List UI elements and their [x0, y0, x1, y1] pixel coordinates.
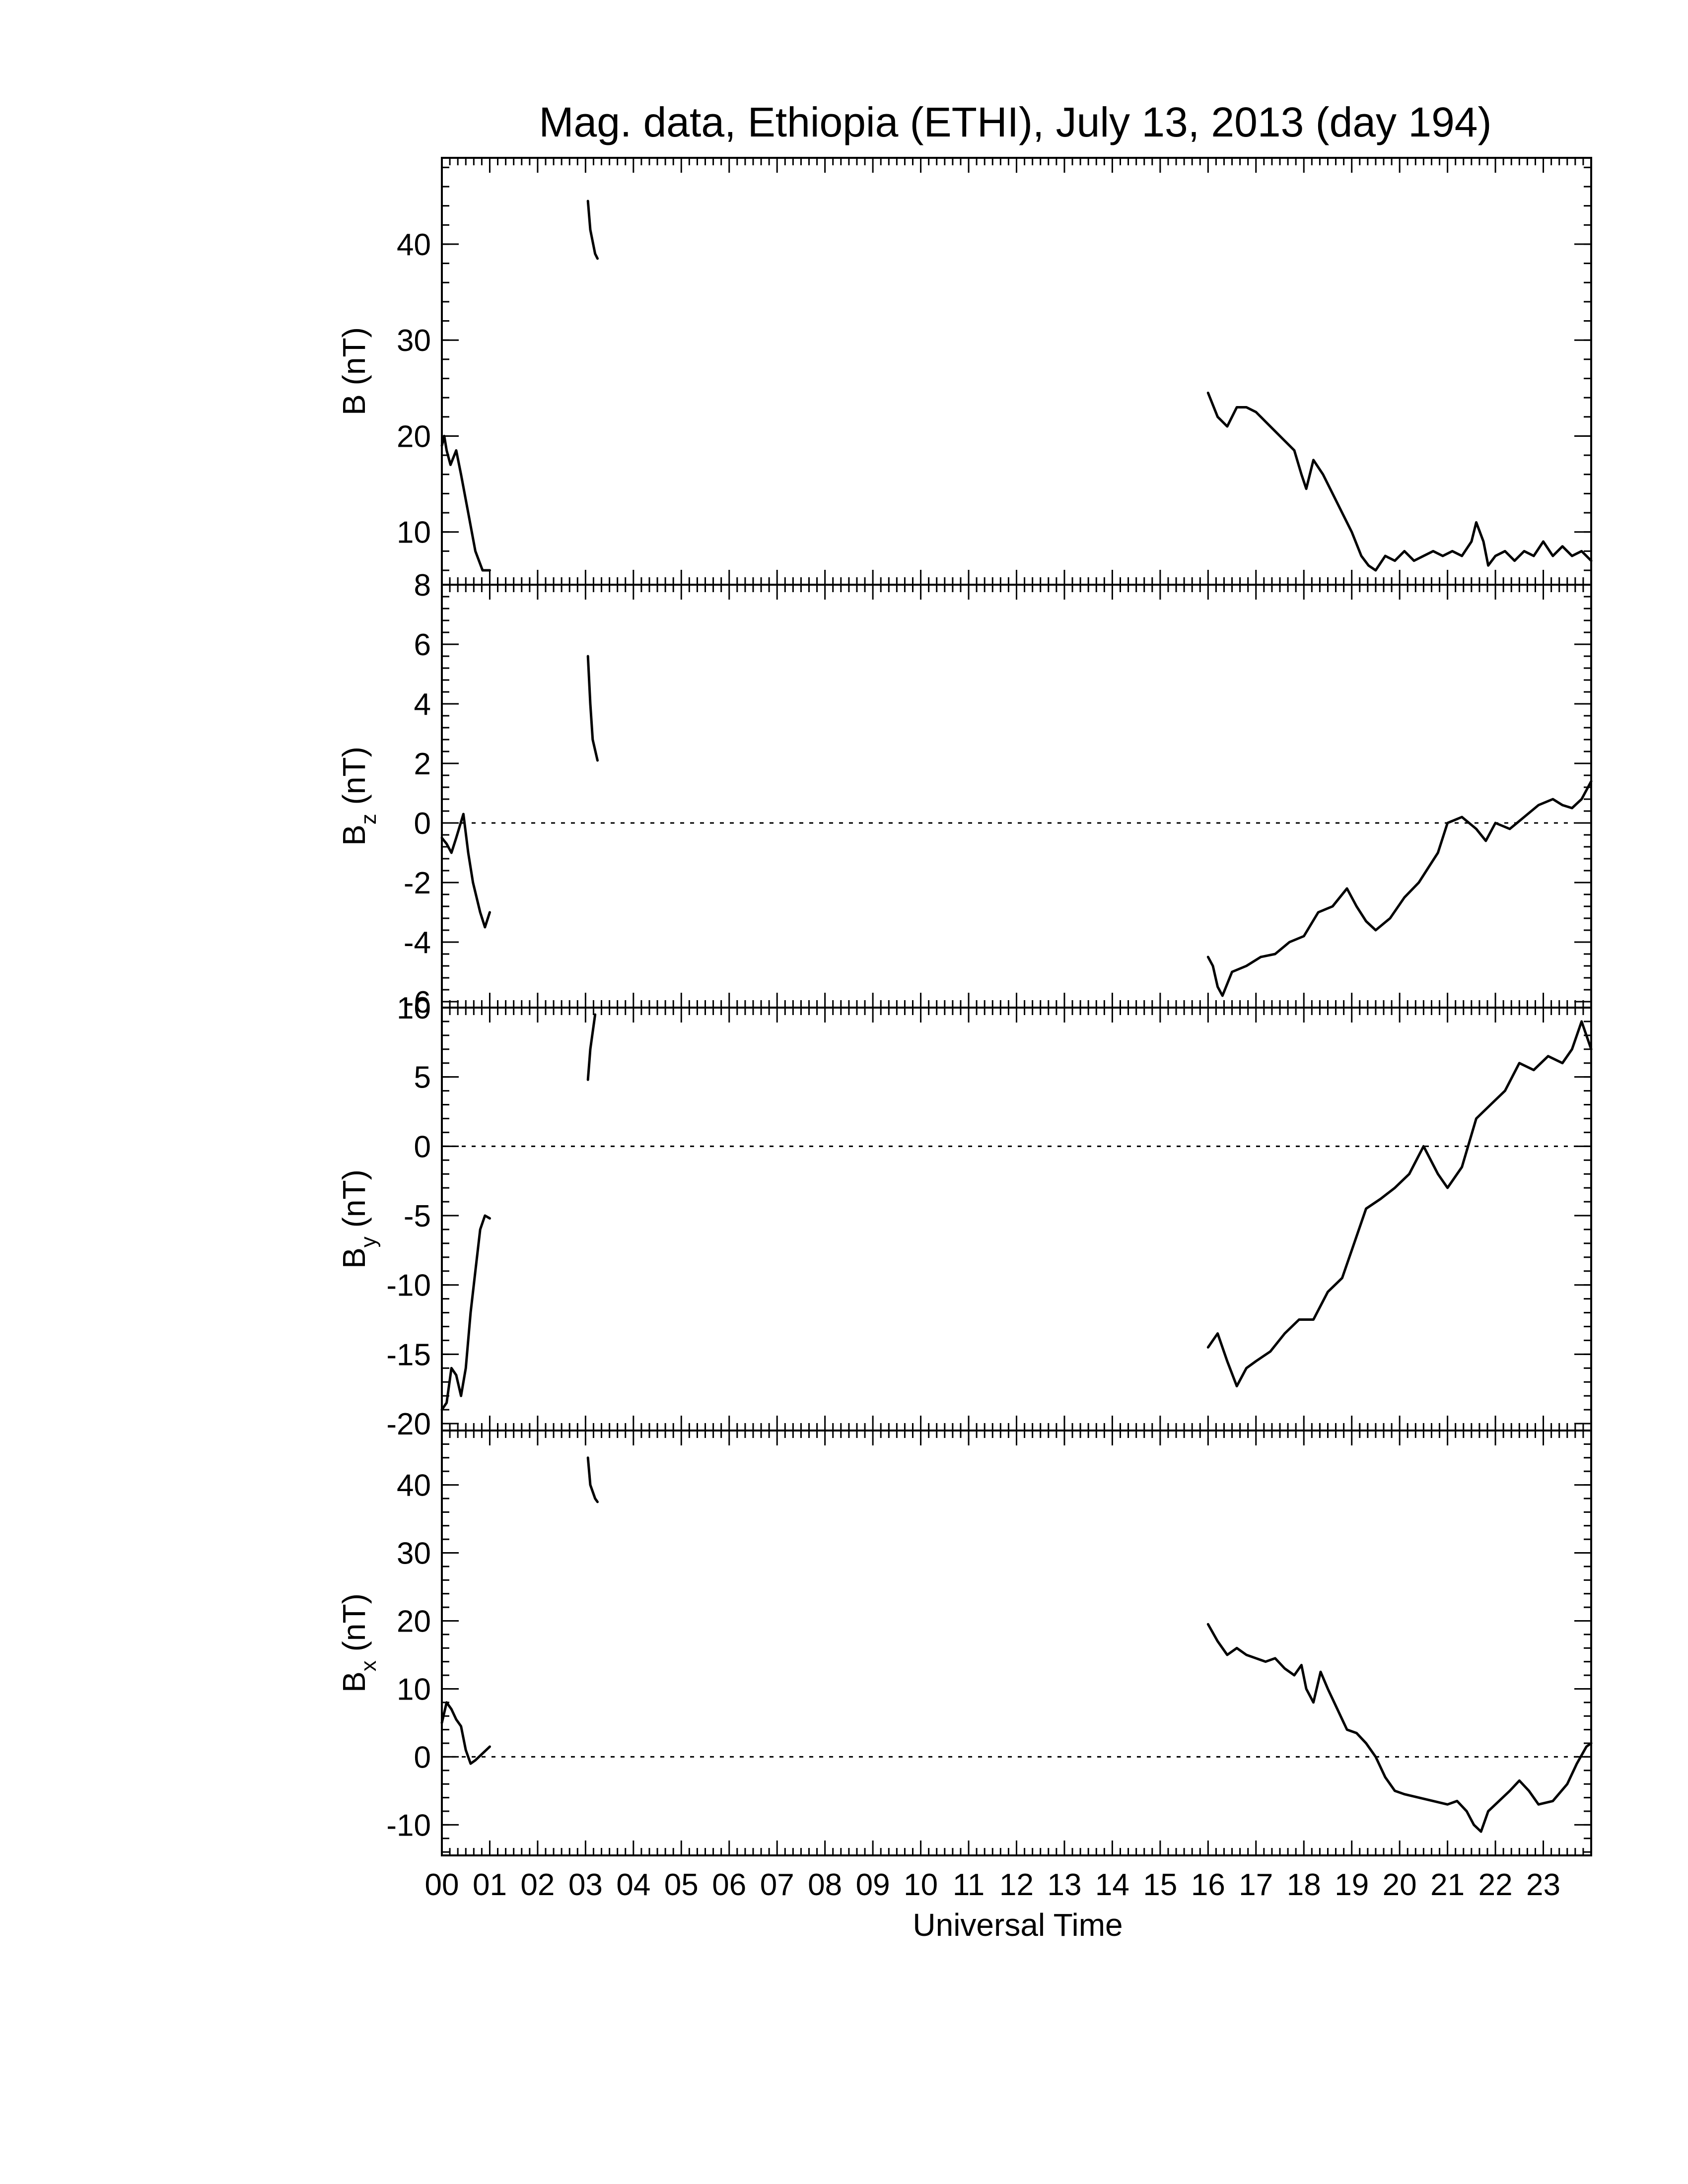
data-line-segment: [1206, 780, 1593, 997]
panel-frame: [441, 1430, 1592, 1856]
y-tick-label: 40: [397, 1469, 431, 1503]
x-tick-label: 09: [856, 1868, 890, 1902]
y-tick-label: 10: [397, 1672, 431, 1706]
y-tick-label: -5: [404, 1199, 431, 1233]
y-tick-label: 30: [397, 324, 431, 358]
data-line-segment: [586, 1013, 597, 1081]
x-tick-label: 11: [953, 1868, 985, 1902]
y-tick-label: 40: [397, 228, 431, 262]
y-tick-label: 0: [414, 1130, 431, 1164]
y-tick-label: -6: [404, 985, 431, 1020]
x-tick-label: 00: [425, 1868, 459, 1902]
y-tick-label: -20: [386, 1407, 431, 1441]
data-line-segment: [440, 1214, 491, 1411]
y-tick-label: 4: [414, 687, 431, 722]
y-tick-label: 10: [397, 516, 431, 550]
data-line-segment: [586, 655, 599, 762]
data-line-segment: [440, 1701, 491, 1765]
y-axis-label: B (nT): [336, 327, 372, 415]
panel-1: 10 20 30 40 B (nT): [336, 157, 1593, 586]
panel-frame: [441, 157, 1592, 586]
y-tick-label: 5: [414, 1061, 431, 1095]
x-tick-label: 22: [1478, 1868, 1513, 1902]
data-line-segment: [1206, 1623, 1593, 1833]
x-tick-label: 18: [1287, 1868, 1321, 1902]
y-tick-label: 0: [414, 1740, 431, 1774]
x-tick-label: 13: [1047, 1868, 1081, 1902]
data-line-segment: [440, 813, 491, 929]
data-line-segment: [440, 434, 491, 572]
x-tick-label: 06: [712, 1868, 746, 1902]
panel-3: -20 -15 -10 -5 0 5 10 By (nT): [336, 991, 1593, 1441]
data-line-segment: [1206, 1020, 1593, 1388]
x-tick-label: 20: [1383, 1868, 1417, 1902]
y-tick-label: 20: [397, 1604, 431, 1638]
x-tick-label: 12: [999, 1868, 1034, 1902]
y-axis-label: Bx (nT): [336, 1593, 381, 1693]
panel-frame: [441, 1007, 1592, 1432]
x-tick-label: 15: [1143, 1868, 1177, 1902]
data-line-segment: [586, 1456, 599, 1503]
panel-frame: [441, 584, 1592, 1009]
x-tick-label: 07: [760, 1868, 794, 1902]
y-tick-label: 10: [397, 991, 431, 1025]
y-tick-label: 20: [397, 419, 431, 454]
x-tick-label: 04: [616, 1868, 650, 1902]
x-tick-label: 08: [808, 1868, 842, 1902]
y-tick-label: 6: [414, 628, 431, 662]
x-tick-label: 16: [1191, 1868, 1225, 1902]
x-tick-label: 02: [520, 1868, 555, 1902]
y-tick-label: -2: [404, 866, 431, 900]
x-tick-label: 01: [473, 1868, 507, 1902]
panel-4: -10 0 10 20 30 40 Bx (nT): [336, 1430, 1593, 1856]
x-tick-label: 23: [1526, 1868, 1560, 1902]
x-tick-label: 05: [664, 1868, 699, 1902]
panel-2: -6 -4 -2 0 2 4 6 8 Bz (nT): [336, 568, 1593, 1020]
x-tick-label: 19: [1335, 1868, 1369, 1902]
y-tick-label: -10: [386, 1808, 431, 1843]
y-axis-label: Bz (nT): [336, 747, 381, 846]
y-axis-label: By (nT): [336, 1169, 381, 1269]
x-tick-label: 03: [568, 1868, 603, 1902]
x-axis-label: Universal Time: [913, 1907, 1123, 1943]
x-tick-label: 17: [1239, 1868, 1273, 1902]
y-tick-label: 0: [414, 807, 431, 841]
y-tick-label: 8: [414, 568, 431, 603]
x-tick-label: 21: [1430, 1868, 1465, 1902]
y-tick-label: 30: [397, 1537, 431, 1571]
y-tick-label: -4: [404, 926, 431, 960]
x-tick-label: 10: [904, 1868, 938, 1902]
data-line-segment: [586, 200, 599, 260]
y-tick-label: 2: [414, 747, 431, 781]
data-line-segment: [1206, 392, 1593, 572]
chart-title: Mag. data, Ethiopia (ETHI), July 13, 201…: [539, 99, 1492, 145]
y-tick-label: -15: [386, 1338, 431, 1372]
x-tick-label: 14: [1095, 1868, 1129, 1902]
y-tick-label: -10: [386, 1269, 431, 1303]
